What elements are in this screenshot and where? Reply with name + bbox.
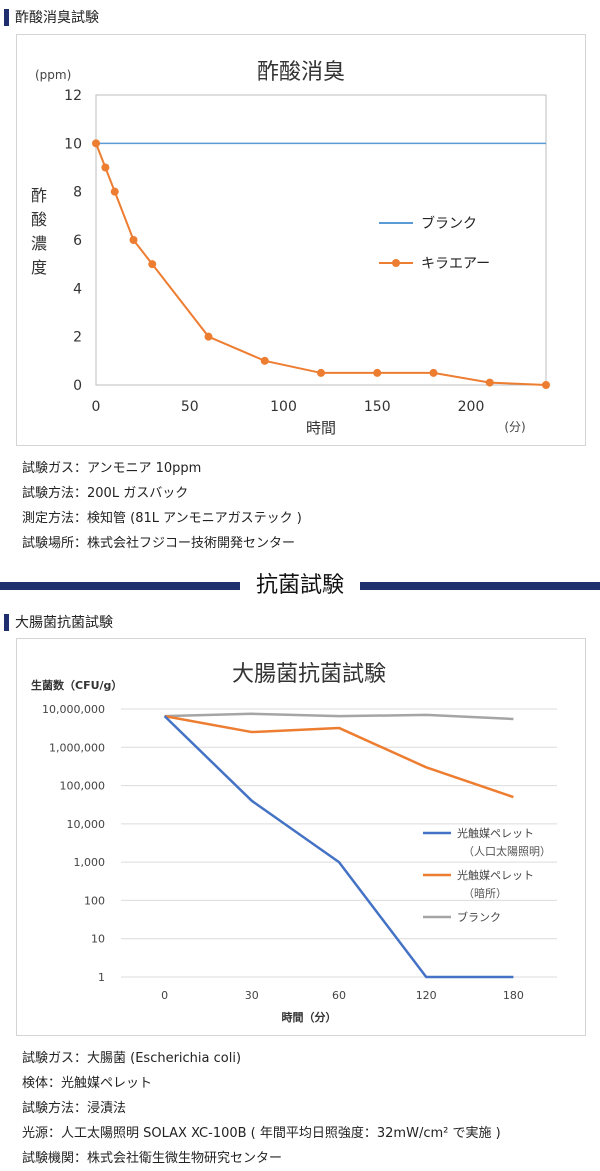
- y-tick-label: 10,000,000: [42, 703, 105, 716]
- y-tick-label: 100,000: [60, 780, 106, 793]
- y-axis-label-char: 酸: [31, 210, 47, 229]
- info-line: 試験機関：株式会社衛生微生物研究センター: [22, 1151, 283, 1166]
- legend-label: 光触媒ペレット: [457, 868, 534, 882]
- x-axis-label: 時間: [306, 419, 336, 437]
- data-point: [429, 368, 438, 377]
- data-point: [129, 236, 138, 244]
- legend-note: （暗所）: [463, 886, 507, 900]
- y-axis-label-char: 酢: [31, 186, 47, 205]
- x-tick-label: 120: [416, 989, 437, 1002]
- divider-line-left: [0, 582, 240, 590]
- y-tick-label: 10: [91, 933, 105, 946]
- data-point: [485, 378, 494, 387]
- x-unit-label: (分): [504, 420, 525, 434]
- legend-label: キラエアー: [421, 256, 490, 272]
- heading-marker: [4, 613, 9, 631]
- section-heading-text: 大腸菌抗菌試験: [15, 615, 113, 631]
- legend-note: （人口太陽照明）: [463, 845, 551, 858]
- test-conditions-ecoli: 試験ガス：大腸菌 (Escherichia coli) 検体：光触媒ペレット 試…: [22, 1046, 501, 1171]
- data-point: [101, 163, 110, 172]
- y-tick-label: 6: [73, 233, 82, 249]
- y-tick-label: 2: [73, 330, 82, 346]
- x-axis-label: 時間（分）: [282, 1010, 337, 1024]
- data-point: [148, 260, 157, 269]
- info-line: 試験方法：浸漬法: [22, 1101, 127, 1116]
- x-tick-label: 200: [458, 399, 485, 415]
- y-unit-label: (ppm): [35, 68, 71, 82]
- y-axis-label: 生菌数（CFU/g）: [31, 678, 122, 692]
- section-heading-text: 酢酸消臭試験: [15, 10, 99, 26]
- y-tick-label: 8: [73, 185, 82, 201]
- x-tick-label: 0: [161, 989, 168, 1002]
- y-tick-label: 4: [73, 281, 82, 297]
- info-line: 試験方法：200L ガスバック: [22, 486, 189, 501]
- data-point: [92, 139, 100, 148]
- legend-label: 光触媒ペレット: [457, 826, 534, 840]
- series-line: [164, 712, 514, 721]
- legend-label: ブランク: [421, 215, 477, 232]
- x-tick-label: 100: [270, 399, 297, 415]
- y-tick-label: 0: [73, 378, 82, 394]
- section-heading-ecoli: 大腸菌抗菌試験: [0, 611, 113, 633]
- x-tick-label: 30: [245, 989, 259, 1002]
- x-tick-label: 150: [364, 399, 391, 415]
- info-line: 検体：光触媒ペレット: [22, 1076, 153, 1091]
- data-point: [542, 381, 550, 389]
- legend-marker: [392, 259, 400, 267]
- y-tick-label: 1: [98, 971, 105, 984]
- y-axis-label-char: 度: [31, 258, 47, 277]
- info-line: 測定方法：検知管 (81L アンモニアガステック ): [22, 511, 302, 526]
- data-point: [204, 332, 213, 341]
- chart-title: 酢酸消臭: [257, 60, 345, 85]
- y-tick-label: 10,000: [67, 818, 106, 831]
- acetic-acid-chart-panel: 酢酸消臭 (ppm) 0 2 4 6 8 10 12 0 50 100 150 200 酢酸濃度時間 (分) ブ…: [16, 34, 586, 446]
- series-line: [163, 715, 514, 979]
- plot-frame: [95, 94, 547, 386]
- data-point: [373, 368, 382, 377]
- data-point: [317, 368, 325, 377]
- info-line: 試験ガス：大腸菌 (Escherichia coli): [22, 1051, 242, 1066]
- divider-line-right: [360, 582, 600, 590]
- data-point: [110, 187, 119, 196]
- legend-label: ブランク: [457, 910, 501, 924]
- y-tick-label: 10: [64, 136, 82, 152]
- chart-title: 大腸菌抗菌試験: [232, 662, 386, 687]
- info-line: 光源：人工太陽照明 SOLAX XC-100B ( 年間平均日照強度：32mW/…: [22, 1126, 501, 1141]
- x-tick-label: 50: [181, 399, 199, 415]
- y-tick-label: 12: [64, 88, 82, 104]
- ecoli-chart-panel: 大腸菌抗菌試験生菌数（CFU/g） 1 10 100 1,000 10,000 100,00…: [16, 638, 586, 1036]
- info-line: 試験ガス：アンモニア 10ppm: [22, 461, 202, 476]
- series-line: [164, 714, 514, 799]
- divider-title: 抗菌試験: [255, 573, 344, 598]
- x-tick-label: 0: [92, 399, 101, 415]
- y-tick-label: 1,000: [74, 856, 106, 869]
- test-conditions-deodorize: 試験ガス：アンモニア 10ppm 試験方法：200L ガスバック 測定方法：検知…: [22, 456, 302, 556]
- data-point: [260, 356, 269, 365]
- x-tick-label: 180: [503, 989, 524, 1002]
- y-axis-label-char: 濃: [31, 234, 47, 253]
- series-line: [95, 142, 547, 386]
- y-tick-label: 100: [84, 894, 105, 907]
- section-heading-deodorize: 酢酸消臭試験: [0, 6, 99, 28]
- info-line: 試験場所：株式会社フジコー技術開発センター: [22, 536, 296, 551]
- x-tick-label: 60: [332, 989, 346, 1002]
- antibacterial-divider: 抗菌試験: [0, 572, 600, 600]
- y-tick-label: 1,000,000: [49, 741, 105, 754]
- heading-marker: [4, 8, 9, 26]
